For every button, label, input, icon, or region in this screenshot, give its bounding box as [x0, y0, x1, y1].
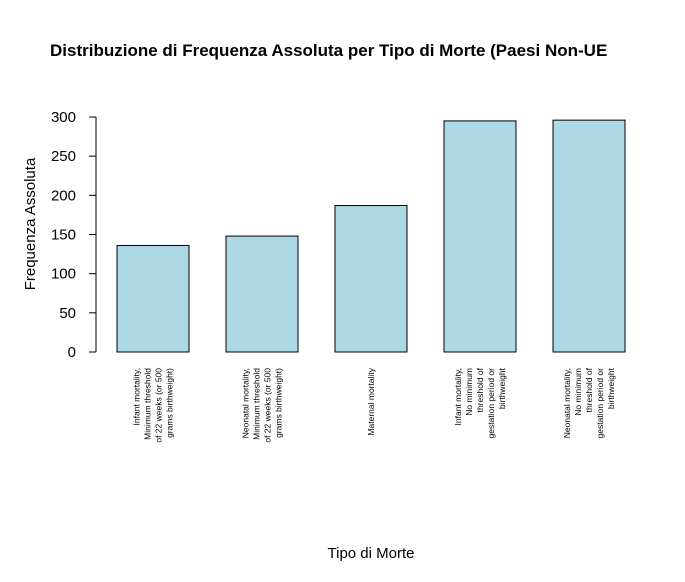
x-category-label-line: Infant mortality,: [453, 368, 463, 425]
y-tick-label: 50: [59, 305, 76, 322]
x-category-label-line: threshold of: [584, 367, 594, 412]
chart-title: Distribuzione di Frequenza Assoluta per …: [50, 41, 607, 60]
y-axis: 0 50 100 150 200 250 300: [51, 109, 97, 361]
x-category-label-line: Infant mortality,: [132, 368, 142, 425]
x-category-label-line: No minimum: [464, 368, 474, 416]
x-category-labels: Infant mortality, Minimum threshold of 22 …: [132, 367, 617, 442]
y-axis-title: Frequenza Assoluta: [22, 157, 39, 290]
x-category-label-line: gestation period or: [595, 368, 605, 439]
x-category-label-line: Maternal mortality: [366, 367, 376, 435]
x-category-label-line: grams birthweight): [274, 368, 284, 438]
y-tick-label: 250: [51, 148, 76, 165]
y-tick-label: 0: [68, 344, 76, 361]
x-category-label-line: No minimum: [573, 368, 583, 416]
x-category-label-line: gestation period or: [486, 368, 496, 439]
x-category-label-line: of 22 weeks (or 500: [154, 368, 164, 443]
y-tick-label: 200: [51, 187, 76, 204]
y-tick-label: 150: [51, 227, 76, 244]
x-category-label-line: birthweight: [606, 367, 616, 409]
x-category-label-line: threshold of: [475, 367, 485, 412]
y-tick-label: 300: [51, 109, 76, 126]
x-category-label: Maternal mortality: [366, 367, 376, 435]
x-category-label-line: grams birthweight): [165, 368, 175, 438]
x-category-label-line: birthweight: [497, 367, 507, 409]
bar: [334, 205, 408, 353]
bar: [116, 244, 190, 353]
x-category-label-line: Neonatal mortality,: [562, 368, 572, 438]
x-axis-title: Tipo di Morte: [328, 545, 415, 562]
y-tick-label: 100: [51, 266, 76, 283]
bar: [225, 235, 299, 353]
bars: [116, 119, 626, 353]
x-category-label: Infant mortality, Minimum threshold of 22 …: [132, 368, 175, 443]
x-category-label-line: Minimum threshold: [143, 368, 153, 440]
x-category-label-line: Neonatal mortality,: [241, 368, 251, 438]
x-category-label: Neonatal mortality, Minimum threshold of 2…: [241, 368, 284, 443]
bar: [552, 119, 626, 353]
bar: [443, 120, 517, 353]
x-category-label-line: Minimum threshold: [252, 368, 262, 440]
x-category-label: Neonatal mortality, No minimum threshold o…: [562, 367, 616, 438]
x-category-label: Infant mortality, No minimum threshold of g…: [453, 367, 507, 438]
x-category-label-line: of 22 weeks (or 500: [263, 368, 273, 443]
